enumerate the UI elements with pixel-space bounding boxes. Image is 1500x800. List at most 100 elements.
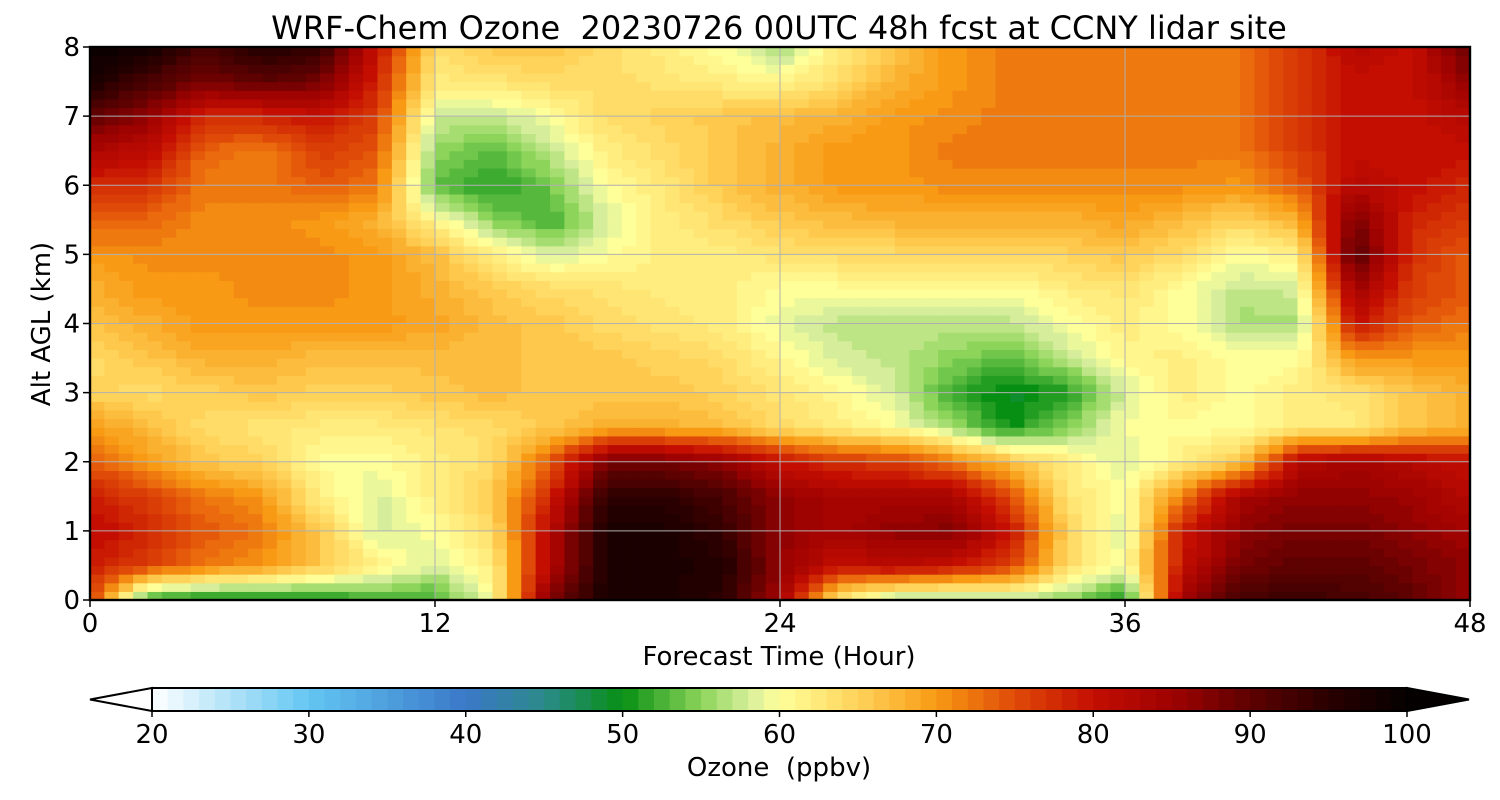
ozone-cell: [1110, 176, 1126, 186]
ozone-cell: [1010, 496, 1025, 506]
ozone-cell: [1254, 211, 1270, 221]
ozone-cell: [1355, 582, 1370, 592]
ozone-cell: [722, 314, 738, 325]
ozone-cell: [780, 539, 795, 549]
ozone-cell: [104, 479, 120, 489]
ozone-cell: [1038, 470, 1054, 480]
ozone-cell: [1398, 263, 1414, 273]
ozone-cell: [636, 504, 652, 515]
ozone-cell: [665, 193, 680, 204]
ozone-cell: [262, 392, 278, 402]
ozone-cell: [578, 591, 594, 600]
ozone-cell: [1355, 245, 1370, 255]
ozone-cell: [923, 401, 939, 411]
ozone-cell: [1139, 159, 1155, 169]
ozone-cell: [305, 193, 321, 204]
ozone-cell: [636, 453, 652, 463]
ozone-cell: [449, 340, 465, 351]
ozone-cell: [320, 556, 335, 567]
ozone-cell: [1211, 461, 1227, 471]
ozone-cell: [1340, 375, 1356, 385]
ozone-cell: [1355, 418, 1370, 428]
ozone-cell: [521, 418, 537, 428]
ozone-cell: [923, 254, 939, 264]
ozone-cell: [1340, 254, 1356, 264]
ozone-cell: [751, 288, 767, 299]
ozone-cell: [1081, 539, 1097, 549]
ozone-cell: [1383, 237, 1399, 247]
ozone-cell: [636, 288, 652, 299]
ozone-cell: [952, 271, 968, 281]
ozone-cell: [1010, 522, 1025, 532]
ozone-cell: [1369, 211, 1385, 221]
ozone-cell: [262, 297, 278, 307]
ozone-cell: [636, 297, 652, 307]
ozone-cell: [1182, 254, 1198, 264]
ozone-cell: [463, 332, 479, 342]
ozone-cell: [1010, 167, 1025, 178]
ozone-cell: [794, 435, 810, 446]
ozone-cell: [1096, 565, 1112, 575]
ozone-cell: [492, 530, 508, 541]
ozone-cell: [262, 461, 278, 471]
ozone-cell: [176, 228, 192, 238]
ozone-cell: [1398, 427, 1414, 437]
ozone-cell: [104, 530, 120, 541]
ozone-cell: [463, 548, 479, 558]
ozone-cell: [808, 332, 824, 342]
ozone-cell: [1311, 565, 1327, 575]
ozone-cell: [823, 574, 839, 584]
ozone-cell: [794, 202, 810, 212]
ozone-cell: [1355, 263, 1370, 273]
ozone-cell: [1139, 435, 1155, 446]
ozone-cell: [636, 358, 652, 368]
ozone-cell: [1168, 150, 1184, 160]
ozone-cell: [262, 582, 278, 592]
ozone-cell: [147, 193, 163, 204]
ozone-cell: [1283, 185, 1299, 195]
ozone-cell: [1182, 574, 1198, 584]
ozone-cell: [305, 513, 321, 523]
ozone-cell: [435, 306, 450, 316]
ozone-cell: [923, 306, 939, 316]
ozone-cell: [1268, 340, 1284, 351]
ozone-cell: [578, 418, 594, 428]
ozone-cell: [219, 219, 235, 230]
ozone-cell: [147, 288, 163, 299]
ozone-cell: [1024, 487, 1040, 497]
ozone-cell: [1125, 332, 1140, 342]
ozone-cell: [377, 202, 393, 212]
ozone-cell: [435, 340, 450, 351]
ozone-cell: [478, 254, 494, 264]
ozone-cell: [837, 409, 853, 420]
ozone-cell: [665, 427, 680, 437]
ozone-cell: [823, 453, 839, 463]
ozone-cell: [564, 254, 580, 264]
ozone-cell: [736, 314, 752, 325]
ozone-cell: [320, 401, 335, 411]
ozone-cell: [176, 591, 192, 600]
ozone-cell: [1297, 470, 1313, 480]
ozone-cell: [1010, 513, 1025, 523]
ozone-cell: [995, 366, 1011, 376]
ozone-cell: [118, 522, 134, 532]
ozone-cell: [851, 228, 867, 238]
ozone-cell: [291, 392, 307, 402]
ozone-cell: [305, 349, 321, 359]
ozone-cell: [406, 228, 422, 238]
ozone-cell: [1053, 418, 1069, 428]
ozone-cell: [233, 211, 249, 221]
ozone-cell: [708, 176, 724, 186]
ozone-cell: [1182, 591, 1198, 600]
ozone-cell: [1125, 167, 1140, 178]
ozone-cell: [722, 548, 738, 558]
ozone-cell: [1211, 271, 1227, 281]
ozone-cell: [679, 288, 695, 299]
ozone-cell: [550, 332, 565, 342]
ozone-cell: [708, 591, 724, 600]
ozone-cell: [736, 288, 752, 299]
ozone-cell: [1067, 409, 1083, 420]
ozone-cell: [736, 228, 752, 238]
ozone-cell: [348, 245, 364, 255]
ozone-cell: [1283, 349, 1299, 359]
